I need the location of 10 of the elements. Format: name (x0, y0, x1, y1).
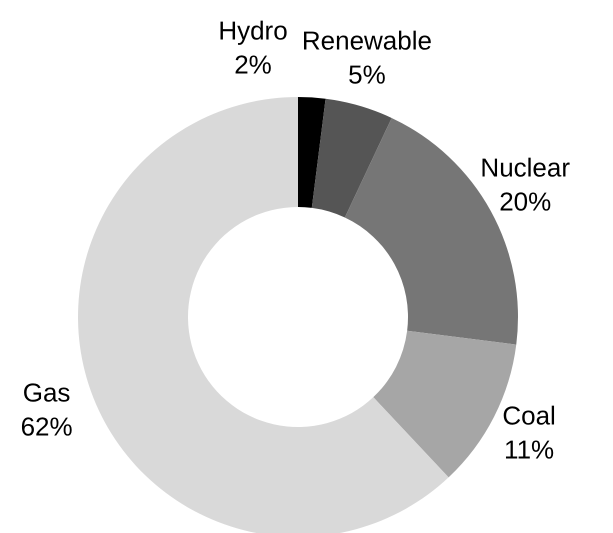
slice-label: Hydro (218, 16, 288, 46)
data-label: 20% (499, 186, 552, 216)
data-label: 5% (348, 60, 386, 90)
slice-label: Nuclear (480, 152, 570, 182)
data-label: 2% (234, 50, 272, 80)
slice-label: Coal (502, 400, 556, 430)
slice-label: Renewable (302, 26, 432, 56)
data-label: 62% (20, 412, 73, 442)
data-label: 11% (504, 434, 554, 464)
slice-label: Gas (22, 378, 70, 408)
